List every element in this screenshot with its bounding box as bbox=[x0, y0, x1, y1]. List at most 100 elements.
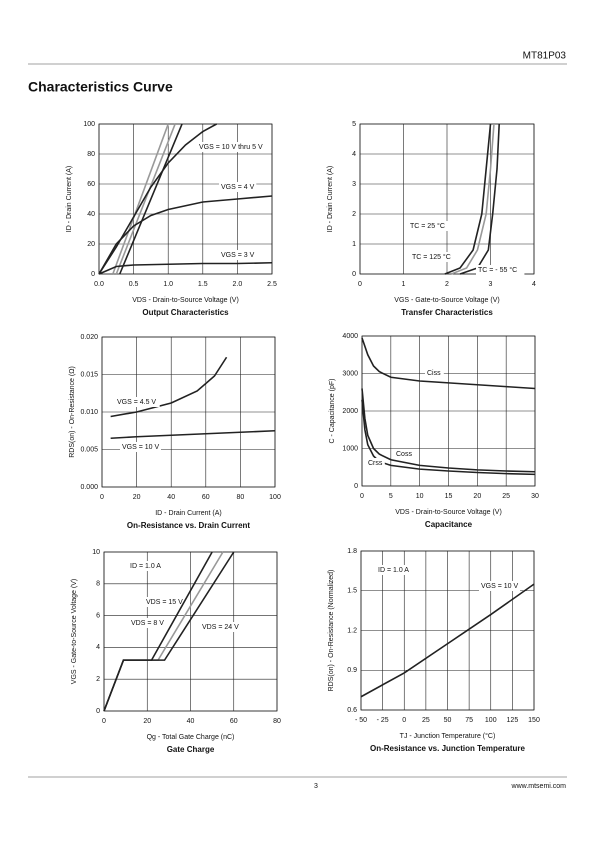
x-tick-label: 40 bbox=[187, 718, 195, 725]
x-tick-label: 5 bbox=[389, 493, 393, 500]
y-tick-label: 0 bbox=[96, 708, 100, 715]
curve-label: VGS = 10 V thru 5 V bbox=[199, 144, 263, 151]
x-tick-label: 15 bbox=[445, 493, 453, 500]
y-tick-label: 8 bbox=[96, 581, 100, 588]
y-tick-label: 4000 bbox=[342, 333, 358, 340]
curve-label: TC = - 55 °C bbox=[478, 266, 517, 274]
x-tick-label: 0.5 bbox=[129, 281, 139, 288]
x-tick-label: 30 bbox=[531, 493, 539, 500]
y-tick-label: 0 bbox=[354, 483, 358, 490]
curve bbox=[103, 551, 235, 712]
y-axis-label: RDS(on) - On-Resistance (Normalized) bbox=[328, 570, 335, 692]
curve-label: VGS = 10 V bbox=[481, 583, 518, 590]
chart-caption: Gate Charge bbox=[167, 745, 215, 754]
x-tick-label: - 50 bbox=[355, 717, 367, 724]
y-tick-label: 1.8 bbox=[347, 548, 357, 555]
label-bg bbox=[197, 142, 272, 152]
x-tick-label: 4 bbox=[532, 281, 536, 288]
curve-label: TC = 125 °C bbox=[412, 253, 451, 261]
x-tick-label: 20 bbox=[133, 494, 141, 501]
x-tick-label: 25 bbox=[502, 493, 510, 500]
x-tick-label: 0 bbox=[100, 494, 104, 501]
y-tick-label: 100 bbox=[83, 121, 95, 128]
x-tick-label: 0.0 bbox=[94, 281, 104, 288]
curve bbox=[444, 123, 492, 275]
curve-label: VGS = 10 V bbox=[122, 444, 159, 451]
x-tick-label: 25 bbox=[422, 717, 430, 724]
curve bbox=[98, 261, 273, 275]
annotation: ID = 1.0 A bbox=[378, 567, 409, 574]
y-tick-label: 0.010 bbox=[80, 409, 98, 416]
label-bg bbox=[129, 618, 167, 628]
label-bg bbox=[115, 397, 160, 407]
y-tick-label: 2000 bbox=[342, 408, 358, 415]
curve bbox=[361, 337, 536, 390]
x-axis-label: VGS - Gate-to-Source Voltage (V) bbox=[394, 297, 499, 304]
x-tick-label: 20 bbox=[473, 493, 481, 500]
footer-url: www.mtsemi.com bbox=[511, 783, 567, 790]
x-tick-label: 60 bbox=[230, 718, 238, 725]
y-tick-label: 3 bbox=[352, 181, 356, 188]
y-tick-label: 0.015 bbox=[80, 371, 98, 378]
chart-caption: Transfer Characteristics bbox=[401, 308, 493, 317]
x-axis-label: VDS - Drain-to-Source Voltage (V) bbox=[395, 509, 502, 516]
x-tick-label: 1.0 bbox=[163, 281, 173, 288]
chart-caption: On-Resistance vs. Drain Current bbox=[127, 521, 250, 530]
chart-caption: Output Characteristics bbox=[142, 308, 229, 317]
x-tick-label: 2.5 bbox=[267, 281, 277, 288]
x-tick-label: 0 bbox=[360, 493, 364, 500]
label-bg bbox=[408, 221, 449, 231]
label-bg bbox=[476, 265, 525, 275]
label-bg bbox=[479, 581, 520, 591]
y-tick-label: 2 bbox=[352, 211, 356, 218]
label-bg bbox=[120, 442, 161, 452]
y-tick-label: 10 bbox=[92, 549, 100, 556]
label-bg bbox=[366, 458, 385, 468]
y-tick-label: 6 bbox=[96, 612, 100, 619]
y-axis-label: ID - Drain Current (A) bbox=[66, 166, 73, 233]
label-bg bbox=[200, 622, 241, 632]
x-axis-label: Qg - Total Gate Charge (nC) bbox=[147, 734, 235, 741]
y-tick-label: 60 bbox=[87, 181, 95, 188]
curve bbox=[361, 399, 536, 476]
chart-caption: Capacitance bbox=[425, 520, 473, 529]
curve bbox=[361, 388, 536, 473]
curve-label: Coss bbox=[396, 451, 412, 458]
curve bbox=[451, 123, 495, 275]
curve bbox=[112, 123, 169, 275]
y-tick-label: 0.005 bbox=[80, 446, 98, 453]
y-tick-label: 0 bbox=[91, 271, 95, 278]
x-tick-label: 1.5 bbox=[198, 281, 208, 288]
x-tick-label: - 25 bbox=[377, 717, 389, 724]
curve bbox=[459, 123, 500, 275]
curve-label: VGS = 4 V bbox=[221, 184, 255, 191]
y-tick-label: 40 bbox=[87, 211, 95, 218]
x-tick-label: 125 bbox=[507, 717, 519, 724]
x-axis-label: ID - Drain Current (A) bbox=[155, 510, 222, 517]
x-tick-label: 0 bbox=[358, 281, 362, 288]
y-tick-label: 0.000 bbox=[80, 484, 98, 491]
y-tick-label: 3000 bbox=[342, 370, 358, 377]
curve bbox=[119, 123, 183, 275]
x-tick-label: 40 bbox=[167, 494, 175, 501]
y-axis-label: C - Capacitance (pF) bbox=[329, 379, 336, 444]
label-bg bbox=[219, 250, 257, 260]
y-tick-label: 0 bbox=[352, 271, 356, 278]
x-tick-label: 100 bbox=[485, 717, 497, 724]
y-tick-label: 2 bbox=[96, 676, 100, 683]
curve-label: Crss bbox=[368, 460, 383, 467]
label-bg bbox=[394, 449, 413, 459]
y-axis-label: ID - Drain Current (A) bbox=[327, 166, 334, 233]
y-tick-label: 1.5 bbox=[347, 588, 357, 595]
curve bbox=[98, 195, 273, 275]
label-bg bbox=[144, 597, 185, 607]
x-tick-label: 75 bbox=[465, 717, 473, 724]
y-axis-label: VGS - Gate-to-Source Voltage (V) bbox=[71, 579, 78, 684]
y-tick-label: 1 bbox=[352, 241, 356, 248]
y-tick-label: 0.020 bbox=[80, 334, 98, 341]
label-bg bbox=[128, 561, 169, 571]
label-bg bbox=[410, 252, 455, 262]
curve-label: VGS = 3 V bbox=[221, 252, 255, 259]
page-number: 3 bbox=[314, 783, 318, 790]
